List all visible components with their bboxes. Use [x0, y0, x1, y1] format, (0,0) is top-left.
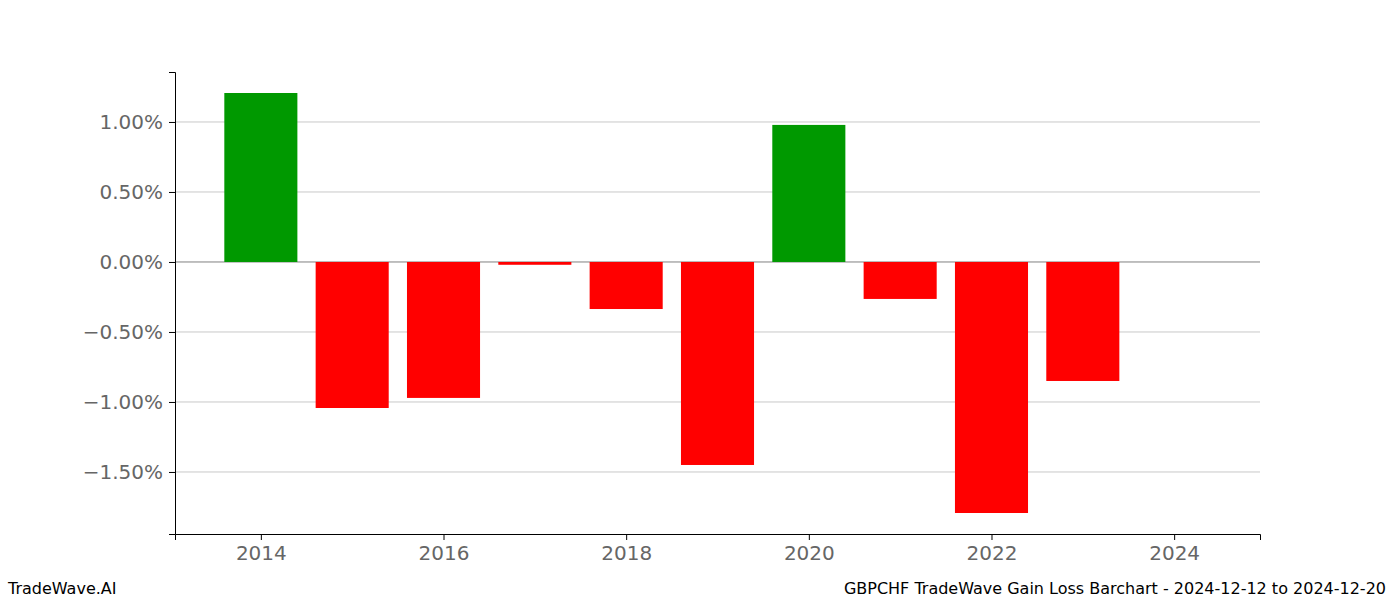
- grid-line: [175, 471, 1260, 472]
- x-tick-label: 2024: [1149, 541, 1200, 565]
- grid: [175, 122, 1260, 472]
- x-tick: 2024: [1149, 534, 1200, 565]
- y-tick: 0.00%: [99, 250, 175, 274]
- y-axis-line: [169, 73, 176, 535]
- x-tick: 2022: [967, 534, 1018, 565]
- x-tick: 2020: [784, 534, 835, 565]
- y-tick-mark: [169, 192, 175, 193]
- chart: 2014 2016 2018 2020 2022 2024 −1.50% −1.00% −0.5…: [0, 0, 1400, 600]
- x-tick-label: 2020: [784, 541, 835, 565]
- x-tick: 2016: [419, 534, 470, 565]
- title: GBPCHF TradeWave Gain Loss Barchart - 20…: [844, 579, 1386, 598]
- bar: [1138, 261, 1211, 262]
- x-tick-label: 2014: [236, 541, 287, 565]
- x-tick-mark: [1174, 534, 1175, 540]
- bar: [590, 262, 663, 309]
- x-tick-label: 2016: [419, 541, 470, 565]
- y-axis: −1.50% −1.00% −0.50% 0.00% 0.50% 1.00%: [83, 73, 176, 535]
- y-tick-label: 0.00%: [99, 250, 163, 274]
- plot: 2014 2016 2018 2020 2022 2024 −1.50% −1.00% −0.5…: [83, 73, 1261, 566]
- x-tick: 2018: [601, 534, 652, 565]
- x-tick-mark: [626, 534, 627, 540]
- y-tick: −1.50%: [83, 460, 175, 484]
- bar: [1046, 262, 1119, 381]
- x-axis: 2014 2016 2018 2020 2022 2024: [176, 534, 1261, 565]
- x-tick-mark: [444, 534, 445, 540]
- x-tick-mark: [991, 534, 992, 540]
- bar: [224, 93, 297, 262]
- x-tick-mark: [809, 534, 810, 540]
- y-tick: −0.50%: [83, 320, 175, 344]
- y-tick-label: −1.50%: [83, 460, 163, 484]
- x-tick-label: 2018: [601, 541, 652, 565]
- bars: [224, 93, 1119, 513]
- x-tick-label: 2022: [967, 541, 1018, 565]
- y-tick-mark: [169, 262, 175, 263]
- grid-line: [175, 121, 1260, 122]
- bar: [407, 262, 480, 398]
- y-tick-label: 0.50%: [99, 180, 163, 204]
- y-tick-mark: [169, 402, 175, 403]
- y-tick-label: −0.50%: [83, 320, 163, 344]
- y-tick-mark: [169, 122, 175, 123]
- bar: [955, 262, 1028, 513]
- grid-line: [175, 191, 1260, 192]
- x-axis-line: [176, 535, 1261, 541]
- y-tick-mark: [169, 472, 175, 473]
- bar: [772, 125, 845, 262]
- y-tick-mark: [169, 332, 175, 333]
- y-tick: 1.00%: [99, 110, 175, 134]
- y-tick-label: 1.00%: [99, 110, 163, 134]
- y-tick: −1.00%: [83, 390, 175, 414]
- x-tick: 2014: [236, 534, 287, 565]
- annotation: TradeWave.AI: [7, 579, 116, 598]
- bar: [681, 262, 754, 465]
- y-tick: 0.50%: [99, 180, 175, 204]
- bar: [316, 262, 389, 408]
- bar: [498, 262, 571, 265]
- y-tick-label: −1.00%: [83, 390, 163, 414]
- x-tick-mark: [261, 534, 262, 540]
- bar: [864, 262, 937, 299]
